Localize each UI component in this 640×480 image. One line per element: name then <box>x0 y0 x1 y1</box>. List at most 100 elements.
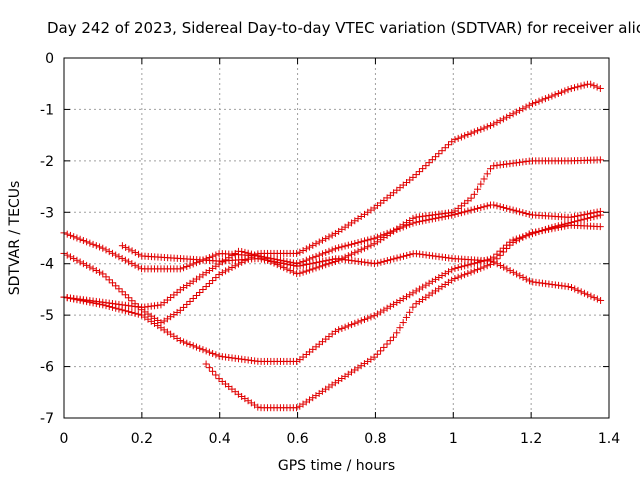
data-point <box>312 259 320 267</box>
data-point <box>432 275 440 283</box>
data-point <box>390 300 398 308</box>
data-point <box>338 243 346 251</box>
data-point <box>348 240 356 248</box>
data-point <box>444 212 452 220</box>
x-tick-label: 0.2 <box>131 431 153 447</box>
data-point <box>577 82 585 90</box>
data-point <box>438 147 446 155</box>
data-point <box>312 252 320 260</box>
data-point <box>108 279 116 287</box>
data-point <box>516 106 524 114</box>
data-point <box>125 294 133 302</box>
data-point <box>121 256 129 264</box>
data-point <box>470 190 478 198</box>
data-point <box>377 347 385 355</box>
data-point <box>532 228 540 236</box>
data-point <box>118 242 126 250</box>
data-point <box>315 258 323 266</box>
data-point <box>457 209 465 217</box>
data-point <box>496 251 504 259</box>
data-point <box>176 337 184 345</box>
data-point <box>128 308 136 316</box>
data-point <box>499 248 507 256</box>
data-point <box>86 239 94 247</box>
data-point <box>89 240 97 248</box>
data-point <box>583 210 591 218</box>
data-point <box>457 263 465 271</box>
data-point <box>535 97 543 105</box>
series-5 <box>118 242 605 304</box>
data-point <box>409 219 417 227</box>
data-point <box>92 267 100 275</box>
data-point <box>448 276 456 284</box>
data-point <box>558 88 566 96</box>
data-point <box>357 238 365 246</box>
data-point <box>396 297 404 305</box>
data-point <box>451 136 459 144</box>
data-point <box>380 231 388 239</box>
data-point <box>325 233 333 241</box>
data-point <box>215 352 223 360</box>
data-point <box>96 243 104 251</box>
data-point <box>438 213 446 221</box>
data-point <box>209 367 217 375</box>
data-point <box>396 224 404 232</box>
data-point <box>341 242 349 250</box>
data-point <box>112 251 120 259</box>
data-point <box>367 241 375 249</box>
data-point <box>105 276 113 284</box>
data-point <box>590 209 598 217</box>
data-point <box>399 295 407 303</box>
data-point <box>487 165 495 173</box>
data-point <box>335 326 343 334</box>
data-point <box>325 247 333 255</box>
data-point <box>373 350 381 358</box>
data-point <box>393 298 401 306</box>
data-point <box>493 202 501 210</box>
data-point <box>590 82 598 90</box>
data-point <box>357 317 365 325</box>
series-6 <box>202 221 604 412</box>
data-point <box>309 259 317 267</box>
data-point <box>438 272 446 280</box>
data-point <box>296 248 304 256</box>
data-point <box>299 247 307 255</box>
data-point <box>409 303 417 311</box>
data-point <box>293 404 301 412</box>
x-tick-label: 1 <box>449 431 458 447</box>
data-point <box>348 250 356 258</box>
data-point <box>189 294 197 302</box>
data-point <box>257 255 265 263</box>
data-point <box>390 227 398 235</box>
data-point <box>293 357 301 365</box>
data-point <box>483 202 491 210</box>
data-point <box>580 289 588 297</box>
data-point <box>302 245 310 253</box>
data-point <box>480 124 488 132</box>
data-point <box>474 204 482 212</box>
data-point <box>196 344 204 352</box>
data-point <box>428 156 436 164</box>
data-point <box>496 117 504 125</box>
data-point <box>192 343 200 351</box>
data-point <box>86 263 94 271</box>
data-point <box>483 123 491 131</box>
data-point <box>464 131 472 138</box>
data-point <box>396 253 404 261</box>
data-point <box>541 95 549 103</box>
data-point <box>102 246 110 254</box>
plot-frame <box>63 57 610 419</box>
data-point <box>183 339 191 347</box>
y-tick-label: -1 <box>40 102 54 118</box>
data-point <box>354 318 362 326</box>
data-point <box>180 303 188 311</box>
data-point <box>596 207 604 215</box>
data-point <box>419 165 427 173</box>
data-point <box>289 268 297 276</box>
x-tick-label: 0.6 <box>286 431 308 447</box>
data-point <box>73 256 81 264</box>
data-point <box>396 324 404 332</box>
data-point <box>477 125 485 133</box>
data-point <box>118 254 126 262</box>
data-point <box>422 162 430 170</box>
